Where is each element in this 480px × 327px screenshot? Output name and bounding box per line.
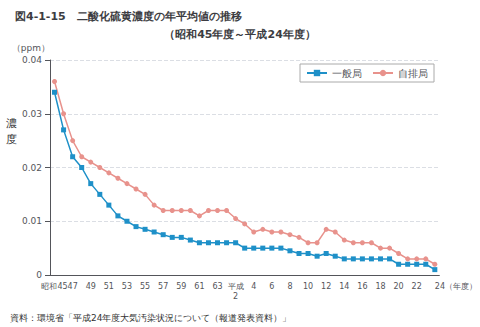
svg-text:2: 2 [233, 292, 238, 301]
svg-text:0: 0 [36, 270, 42, 280]
svg-text:16: 16 [357, 282, 367, 291]
svg-text:度: 度 [6, 133, 17, 146]
svg-text:（ppm）: （ppm） [12, 43, 50, 53]
svg-text:濃: 濃 [6, 117, 17, 130]
svg-text:20: 20 [394, 282, 404, 291]
svg-text:49: 49 [86, 282, 96, 291]
svg-text:平成: 平成 [228, 282, 244, 291]
svg-text:14: 14 [339, 282, 349, 291]
svg-text:47: 47 [68, 282, 78, 291]
svg-text:4: 4 [251, 282, 256, 291]
svg-text:63: 63 [212, 282, 222, 291]
svg-text:55: 55 [140, 282, 150, 291]
svg-text:6: 6 [269, 282, 274, 291]
svg-text:8: 8 [287, 282, 292, 291]
svg-text:51: 51 [104, 282, 114, 291]
svg-text:自排局: 自排局 [398, 68, 428, 79]
svg-text:0.04: 0.04 [22, 55, 42, 65]
svg-text:22: 22 [412, 282, 422, 291]
svg-text:10: 10 [303, 282, 313, 291]
svg-text:（昭和45年度～平成24年度）: （昭和45年度～平成24年度） [164, 28, 316, 41]
svg-text:24（年度）: 24（年度） [435, 282, 477, 291]
svg-text:12: 12 [321, 282, 331, 291]
svg-text:0.01: 0.01 [22, 216, 42, 226]
svg-text:18: 18 [375, 282, 385, 291]
svg-text:0.02: 0.02 [22, 163, 42, 173]
svg-text:53: 53 [122, 282, 132, 291]
svg-text:一般局: 一般局 [332, 68, 362, 79]
svg-text:図4-1-15 二酸化硫黄濃度の年平均値の推移: 図4-1-15 二酸化硫黄濃度の年平均値の推移 [15, 10, 242, 23]
svg-text:0.03: 0.03 [22, 109, 42, 119]
svg-text:昭和45: 昭和45 [41, 282, 67, 291]
svg-text:資料：環境省「平成24年度大気汚染状況について（報道発表資料: 資料：環境省「平成24年度大気汚染状況について（報道発表資料）」 [10, 313, 291, 323]
svg-text:59: 59 [176, 282, 186, 291]
svg-text:57: 57 [158, 282, 168, 291]
svg-text:61: 61 [194, 282, 204, 291]
